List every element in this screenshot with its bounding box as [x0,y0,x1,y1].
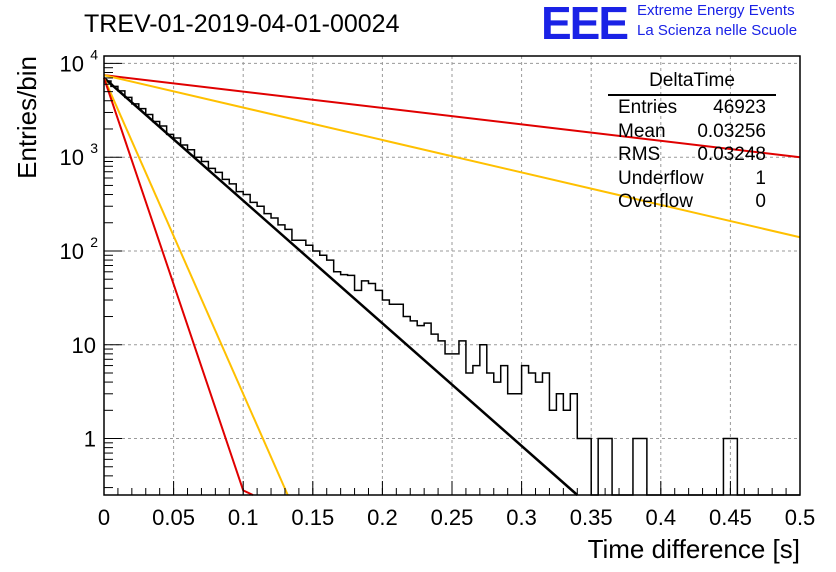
logo-line-2: La Scienza nelle Scuole [637,22,798,39]
plot-title: TREV-01-2019-04-01-00024 [84,10,400,38]
stats-row: Underflow 1 [608,167,776,191]
y-tick-label: 1 [84,427,96,452]
y-tick-exponent: 3 [90,140,98,156]
stats-row: Entries 46923 [608,96,776,120]
y-tick-exponent: 4 [90,46,98,62]
y-axis-label: Entries/bin [12,56,42,179]
stats-row: Mean 0.03256 [608,120,776,144]
x-tick-label: 0.4 [646,505,677,530]
stats-label: RMS [618,144,661,165]
stats-title: DeltaTime [608,70,776,96]
fit-curve [103,77,254,496]
stats-row: Overflow 0 [608,190,776,214]
stats-value: 0.03256 [697,120,766,142]
x-axis-label: Time difference [s] [588,534,800,564]
x-tick-label: 0.3 [506,505,537,530]
x-tick-label: 0.5 [785,505,816,530]
fit-curve [103,77,289,496]
y-tick-label: 10 [60,239,84,264]
stats-value: 0 [755,191,766,212]
eee-logo: EEE [541,0,629,49]
stats-row: RMS 0.03248 [608,143,776,167]
x-tick-label: 0.05 [152,505,195,530]
fit-curve [103,77,579,496]
stats-box: DeltaTime Entries 46923 Mean 0.03256 RMS… [608,70,776,214]
logo-line-1: Extreme Energy Events [637,2,795,19]
stats-label: Underflow [618,167,704,189]
x-tick-label: 0.15 [291,505,334,530]
y-tick-label: 10 [60,51,84,76]
x-tick-label: 0.1 [228,505,259,530]
y-tick-label: 10 [60,145,84,170]
y-tick-exponent: 2 [90,234,98,250]
stats-label: Mean [618,120,666,142]
fit-curve [103,74,801,239]
x-tick-label: 0.25 [431,505,474,530]
y-axis: 1 10 10 2 10 3 10 4 [60,46,122,489]
stats-value: 0.03248 [697,144,766,165]
stats-value: 46923 [713,97,766,118]
x-axis: 0 0.05 0.1 0.15 0.2 0.25 0.3 0.35 0.4 0.45 0.5 [98,481,815,530]
x-tick-label: 0.45 [709,505,752,530]
stats-label: Entries [618,97,678,118]
x-tick-label: 0 [98,505,110,530]
y-tick-label: 10 [72,333,96,358]
stats-value: 1 [755,167,766,189]
x-tick-label: 0.2 [367,505,398,530]
stats-label: Overflow [618,191,693,212]
x-tick-label: 0.35 [570,505,613,530]
fit-curve [103,74,801,159]
